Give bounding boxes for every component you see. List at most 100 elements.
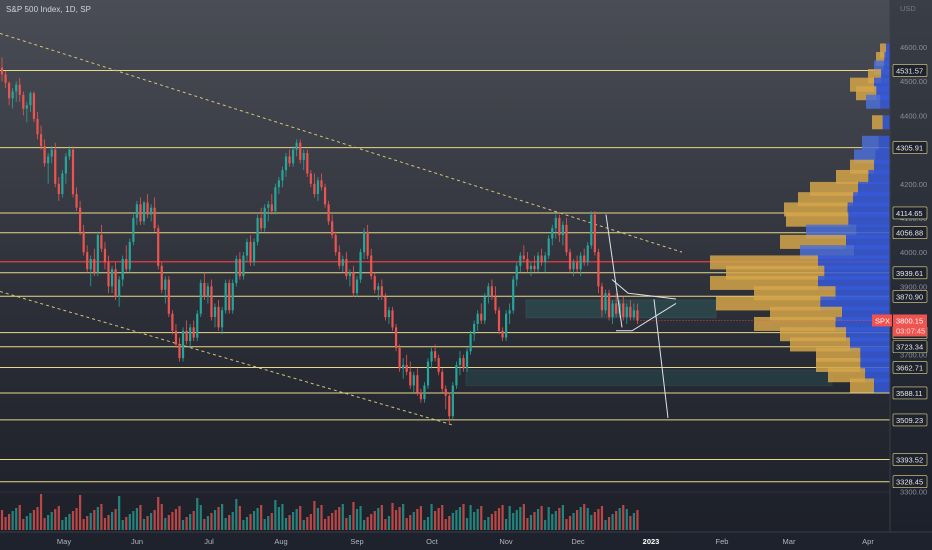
candle-body [451, 385, 454, 417]
projection-line [653, 299, 669, 419]
candle-body [231, 282, 234, 311]
volume-bar [554, 511, 557, 530]
volume-bar [607, 517, 611, 530]
volume-bar [426, 517, 430, 530]
volume-bar [597, 509, 600, 530]
candle-body [43, 146, 46, 164]
candle-body [419, 392, 422, 400]
volume-bar [139, 505, 142, 530]
volume-bar [483, 520, 486, 530]
volume-bar [43, 518, 46, 530]
level-label: 3509.23 [896, 416, 923, 425]
level-label: 3662.71 [896, 363, 923, 372]
candle-body [238, 259, 241, 277]
volume-bar [512, 513, 515, 530]
volume-bar [380, 505, 383, 530]
candle-body [54, 149, 57, 184]
volume-bar [32, 510, 36, 530]
volume-bar [441, 505, 444, 530]
candle-body [274, 187, 277, 212]
volume-bar [167, 515, 170, 530]
month-label: Apr [862, 537, 874, 546]
candle-body [79, 207, 82, 232]
volume-bar [465, 518, 469, 530]
candle-body [455, 364, 458, 386]
volume-bar [611, 514, 614, 530]
candle-body [242, 255, 245, 277]
candle-body [611, 303, 614, 318]
volume-bar [476, 509, 479, 530]
price-tick-label: 4000.00 [900, 248, 927, 257]
volume-bar [213, 510, 217, 530]
month-label: May [57, 537, 71, 546]
volume-bar [327, 516, 330, 530]
volume-bar [487, 517, 490, 530]
candle-body [71, 149, 75, 195]
volume-bar [96, 507, 99, 530]
volume-bar [561, 505, 564, 530]
volume-bar [61, 520, 64, 530]
volume-bar [572, 513, 575, 530]
volume-bar [4, 517, 7, 530]
volume-bar [551, 514, 554, 530]
volume-bar [160, 504, 163, 530]
candle-body [398, 347, 401, 369]
volume-bar [455, 510, 458, 530]
volume-bar [47, 515, 50, 530]
volume-bar [558, 508, 561, 530]
volume-profile-bar [880, 43, 886, 58]
volume-bar [636, 510, 639, 530]
volume-profile-bar [872, 115, 883, 130]
volume-bar [57, 506, 60, 530]
volume-bar [515, 510, 518, 530]
candle-body [11, 91, 14, 99]
volume-bar [529, 515, 533, 530]
candle-body [50, 149, 53, 157]
candle-body [423, 385, 426, 400]
volume-bar [185, 517, 188, 530]
candle-body [256, 217, 259, 242]
volume-bar [544, 520, 547, 530]
candle-body [497, 310, 501, 331]
volume-bar [434, 511, 437, 530]
month-label: Sep [350, 537, 363, 546]
volume-profile-bar [876, 52, 885, 67]
volume-profile-bar-blue [881, 69, 890, 84]
volume-bar [618, 508, 621, 530]
volume-bar [64, 517, 67, 530]
symbol-tag-label: SPX [875, 316, 890, 325]
current-price-value: 3800.15 [896, 316, 923, 325]
volume-profile-bar-blue [880, 94, 890, 109]
candle-body [181, 330, 185, 359]
volume-bar [203, 519, 206, 530]
supply-zone [525, 299, 717, 319]
candle-body [380, 286, 383, 297]
candle-body [288, 156, 291, 164]
volume-bar [75, 508, 78, 530]
level-tag [892, 206, 928, 220]
volume-bar [132, 511, 135, 530]
upper-trendline [0, 32, 683, 253]
level-tag [892, 413, 928, 427]
volume-bar [419, 506, 422, 530]
month-label: Jun [131, 537, 143, 546]
volume-bar [497, 508, 501, 530]
level-label: 3393.52 [896, 455, 923, 464]
candle-body [473, 323, 476, 335]
price-tick-label: 3900.00 [900, 282, 927, 291]
candle-body [110, 269, 114, 287]
volume-bar [462, 504, 465, 530]
volume-bar [0, 510, 4, 530]
candle-body [494, 296, 497, 311]
volume-bar [89, 513, 92, 530]
candle-body [448, 395, 451, 417]
volume-bar [50, 512, 53, 530]
volume-bar [178, 506, 181, 530]
volume-bar [323, 519, 327, 530]
candle-body [235, 259, 238, 283]
level-tag [892, 266, 928, 280]
volume-profile-bar-blue [874, 378, 890, 393]
lower-trendline [0, 290, 453, 426]
candle-body [512, 279, 515, 311]
